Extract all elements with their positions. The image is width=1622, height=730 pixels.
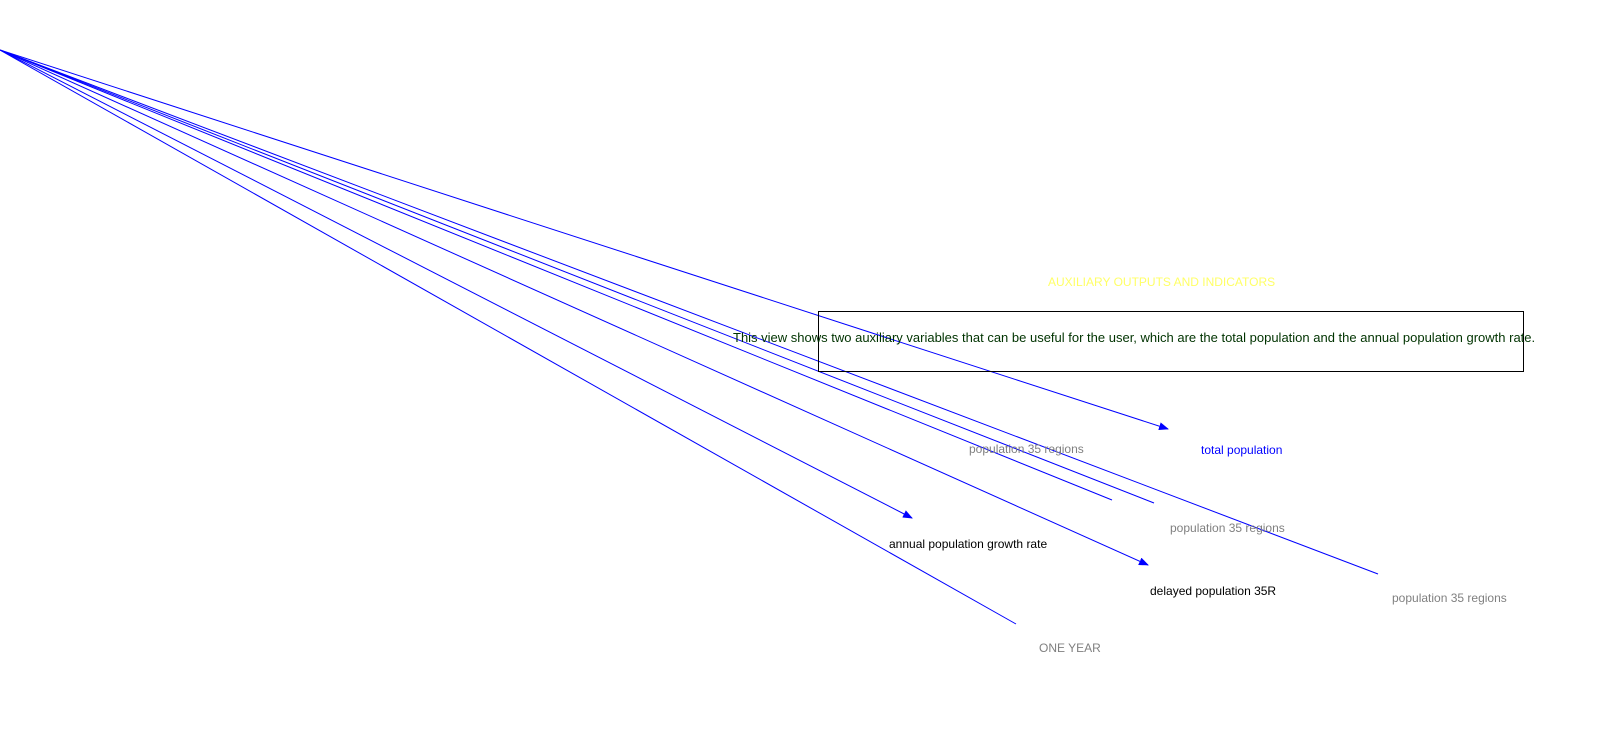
note-text: This view shows two auxiliary variables … bbox=[733, 330, 1536, 345]
link-one-year-to-annual-growth-rate[interactable] bbox=[0, 49, 1017, 625]
section-title: AUXILIARY OUTPUTS AND INDICATORS bbox=[1048, 275, 1276, 289]
link-delayed-population-to-annual-growth-rate[interactable] bbox=[0, 49, 1113, 501]
variable-annual-population-growth-rate[interactable]: annual population growth rate bbox=[889, 537, 1048, 551]
note-box bbox=[818, 311, 1524, 372]
shadow-variable-population-35-regions[interactable]: population 35 regions bbox=[969, 442, 1084, 456]
variable-delayed-population-35r[interactable]: delayed population 35R bbox=[1150, 584, 1277, 598]
link-shadow-population-to-total-population[interactable] bbox=[0, 49, 1379, 575]
link-to-total-population[interactable] bbox=[0, 49, 1169, 431]
shadow-variable-one-year[interactable]: ONE YEAR bbox=[1039, 641, 1101, 655]
link-to-delayed-population[interactable] bbox=[0, 49, 1149, 566]
link-population-to-annual-growth-rate[interactable] bbox=[0, 49, 1155, 504]
variable-total-population[interactable]: total population bbox=[1201, 443, 1283, 457]
link-to-annual-growth-rate[interactable] bbox=[0, 49, 913, 519]
shadow-variable-population-35-regions[interactable]: population 35 regions bbox=[1170, 521, 1285, 535]
shadow-variable-population-35-regions[interactable]: population 35 regions bbox=[1392, 591, 1507, 605]
